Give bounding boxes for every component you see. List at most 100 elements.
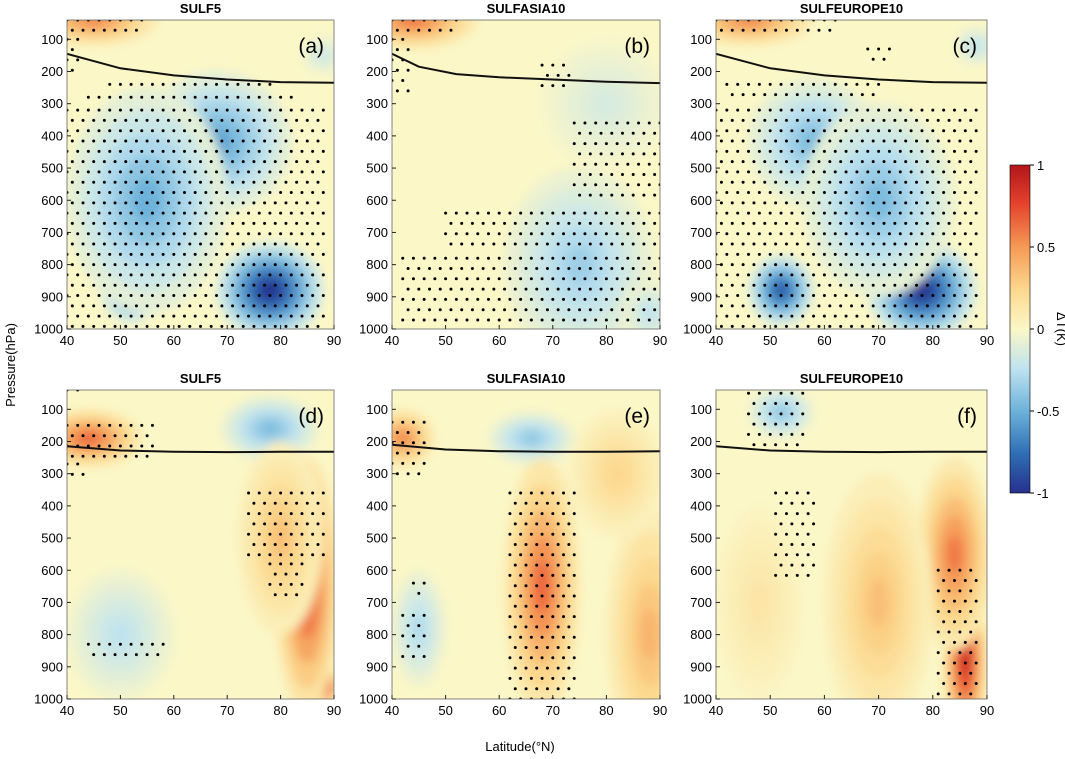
stipple-dot [768,273,772,277]
stipple-dot [963,682,967,686]
anomaly-region [971,41,981,50]
stipple-dot [422,441,426,445]
stipple-dot [545,666,549,670]
stipple-dot [567,584,571,588]
stipple-dot [108,273,112,277]
stipple-dot [860,201,864,205]
stipple-dot [321,553,325,557]
stipple-dot [833,314,837,318]
stipple-dot [779,314,783,318]
stipple-dot [795,491,799,495]
stipple-dot [273,160,277,164]
stipple-dot [102,221,106,225]
panel-title: SULF5 [180,371,221,386]
stipple-dot [594,121,598,125]
stipple-dot [779,543,783,546]
stipple-dot [215,129,219,133]
stipple-dot [86,314,90,318]
stipple-dot [279,562,283,566]
stipple-dot [752,402,756,406]
x-tick-label: 40 [709,333,723,348]
stipple-dot [915,221,919,225]
x-tick-label: 80 [273,333,287,348]
x-tick-label: 60 [167,333,181,348]
stipple-dot [172,294,176,298]
stipple-dot [757,252,761,256]
stipple-dot [199,283,202,287]
stipple-dot [465,277,469,281]
stipple-dot [969,221,973,225]
stipple-dot [204,129,208,133]
stipple-dot [503,221,507,225]
stipple-dot [642,193,646,197]
stipple-dot [529,594,533,598]
stipple-dot [454,256,458,260]
stipple-dot [444,318,448,322]
stipple-dot [599,152,603,156]
stipple-dot [817,242,821,246]
stipple-dot [642,266,646,270]
stipple-dot [855,149,859,153]
stipple-dot [156,221,160,225]
stipple-dot [801,432,805,436]
stipple-dot [860,180,864,184]
panel-label: (a) [298,35,324,58]
stipple-dot [747,314,751,318]
stipple-dot [252,201,256,205]
stipple-dot [958,324,962,328]
stipple-dot [904,160,908,164]
stipple-dot [438,266,442,270]
stipple-dot [795,553,799,557]
stipple-dot [465,297,469,301]
stipple-dot [578,173,582,176]
stipple-dot [540,277,544,281]
stipple-dot [470,287,474,291]
stipple-dot [519,656,523,660]
stipple-dot [124,28,128,32]
stipple-dot [774,139,778,143]
stipple-dot [795,242,799,246]
y-tick-label: 800 [41,257,63,272]
y-tick-label: 500 [366,161,388,176]
stipple-dot [247,211,251,215]
stipple-dot [401,79,405,83]
stipple-dot [747,82,751,86]
stipple-dot [741,283,745,287]
stipple-dot [145,324,149,328]
stipple-dot [177,139,181,143]
colorbar-tick-label: 1 [1037,158,1044,173]
stipple-dot [974,314,978,318]
stipple-dot [300,129,304,133]
stipple-dot [779,82,783,86]
stipple-dot [199,118,202,122]
stipple-dot [556,242,560,246]
x-tick-label: 60 [817,703,831,718]
stipple-dot [974,579,978,583]
stipple-dot [763,180,767,184]
stipple-dot [134,283,138,287]
stipple-dot [300,273,304,277]
stipple-dot [594,232,598,236]
stipple-dot [620,131,624,135]
stipple-dot [97,273,101,277]
stipple-dot [936,139,940,143]
stipple-dot [801,82,805,86]
stipple-dot [936,651,940,655]
y-tick-label: 1000 [683,322,712,337]
stipple-dot [567,522,571,526]
stipple-dot [578,287,582,291]
stipple-dot [653,173,657,176]
stipple-dot [209,180,213,184]
stipple-dot [958,671,962,675]
stipple-dot [551,63,555,67]
stipple-dot [289,562,293,566]
stipple-dot [102,263,106,267]
stipple-dot [860,324,864,328]
stipple-dot [647,211,651,215]
stipple-dot [524,687,528,691]
stipple-dot [871,263,875,267]
stipple-dot [524,625,528,629]
stipple-dot [626,121,630,125]
stipple-dot [140,108,144,112]
y-tick-label: 300 [690,466,712,481]
